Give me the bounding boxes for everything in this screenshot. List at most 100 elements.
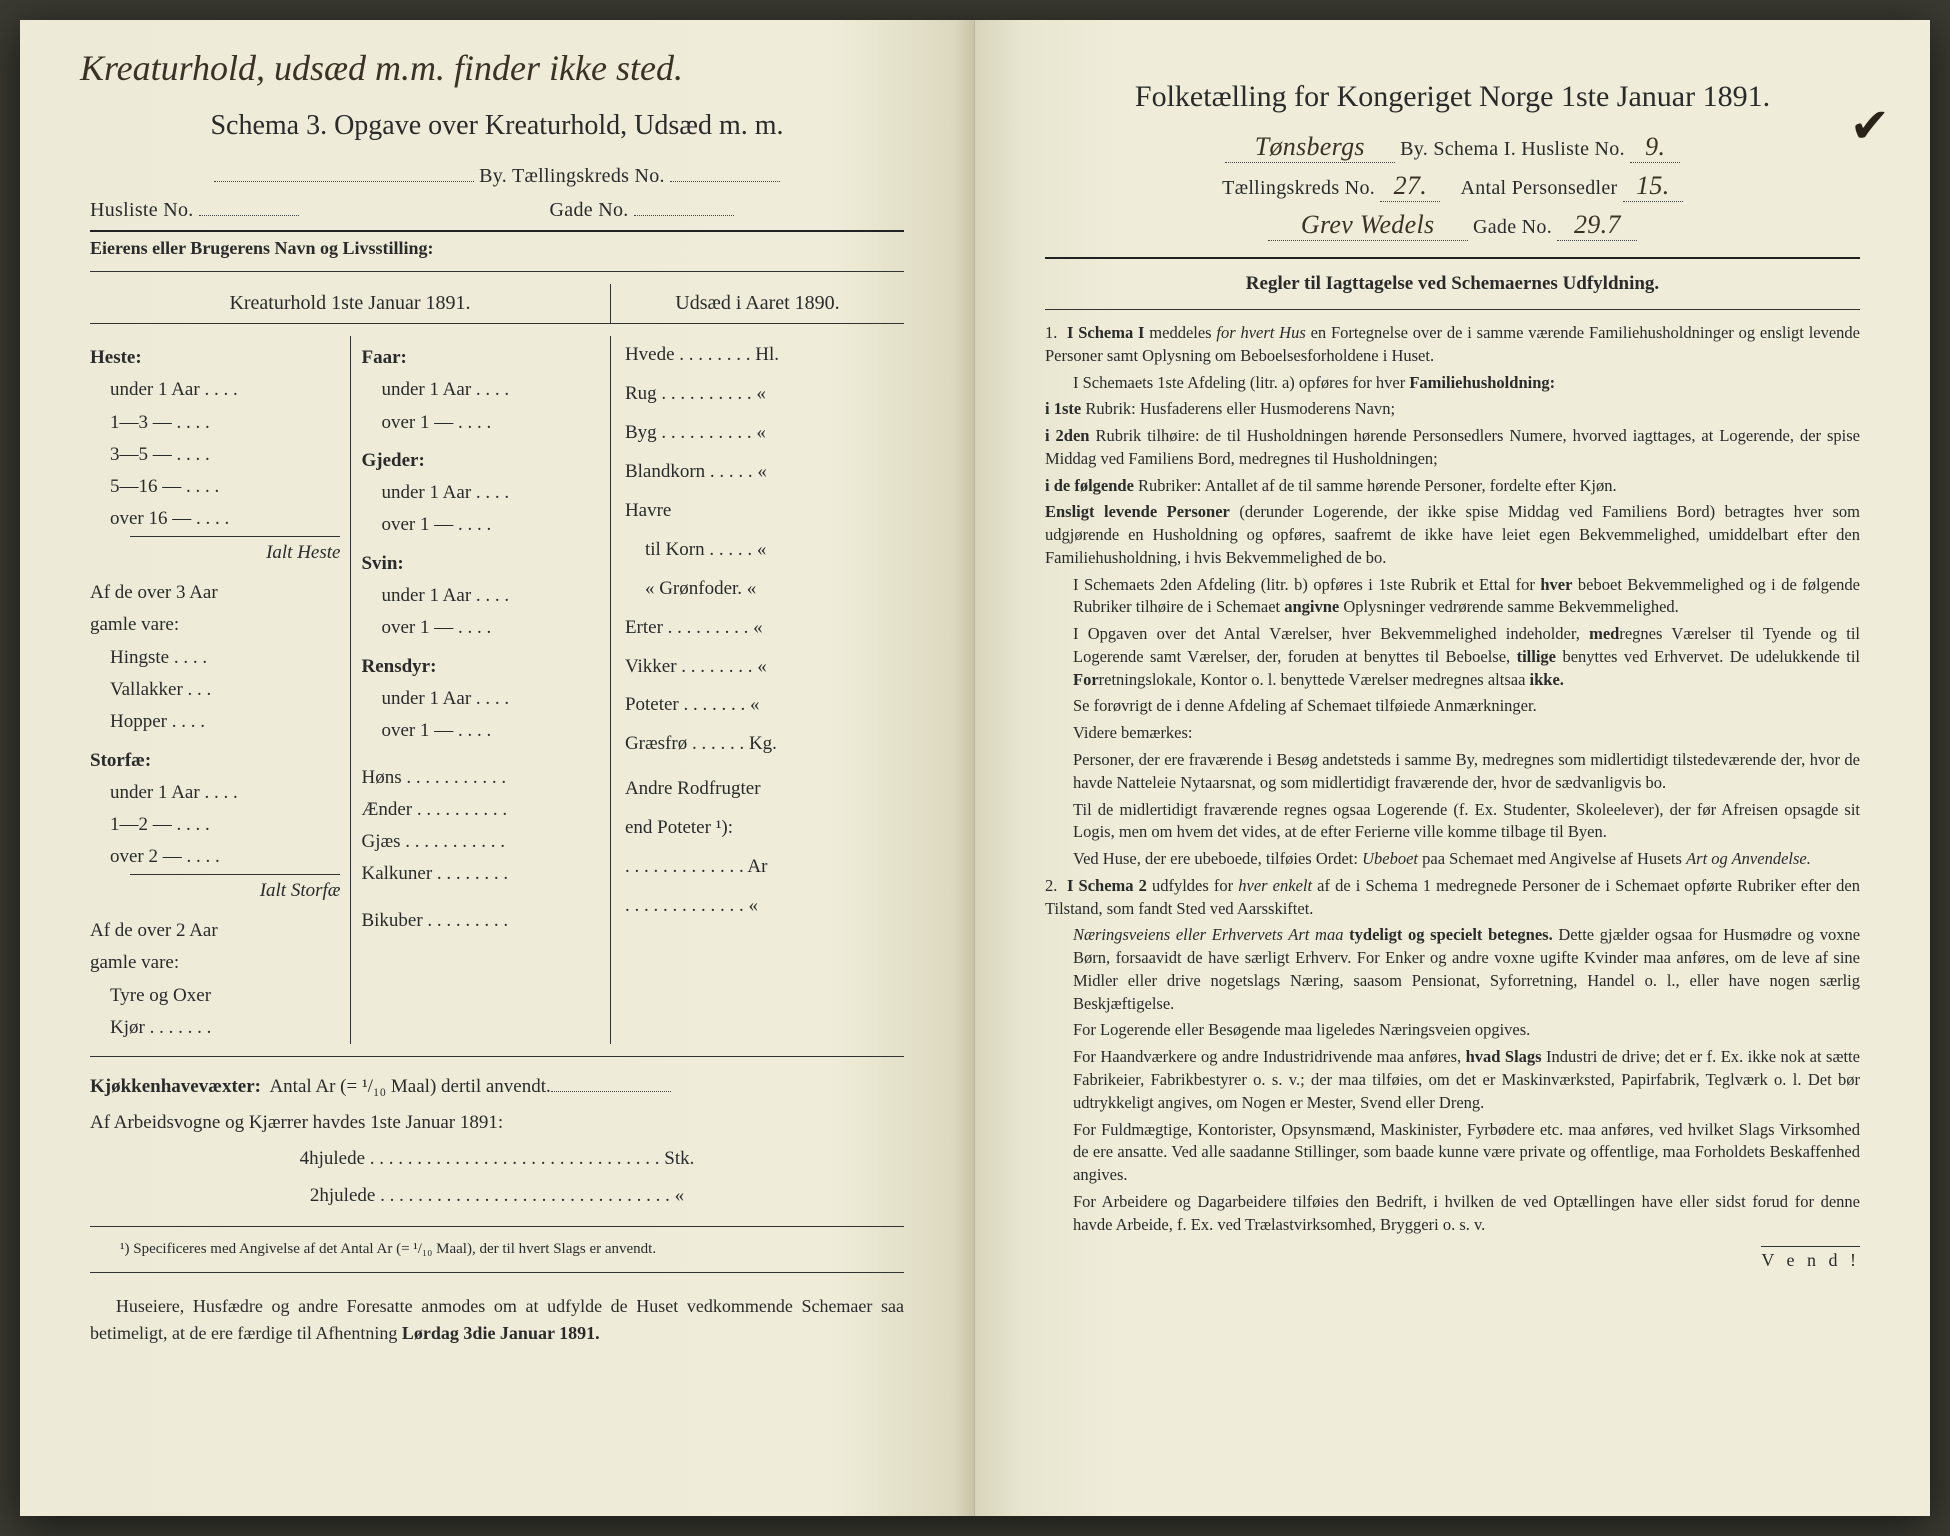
svin-row: over 1 — . . . . bbox=[361, 612, 599, 644]
gjeder-row: under 1 Aar . . . . bbox=[361, 477, 599, 509]
rules-title: Regler til Iagttagelse ved Schemaernes U… bbox=[1045, 273, 1860, 295]
rule-para: Næringsveiens eller Erhvervets Art maa t… bbox=[1045, 924, 1860, 1015]
column-c: Hvede . . . . . . . . Hl. Rug . . . . . … bbox=[611, 336, 904, 1044]
ialt-storfae: Ialt Storfæ bbox=[130, 874, 340, 907]
handwritten-note-top: Kreaturhold, udsæd m.m. finder ikke sted… bbox=[80, 50, 683, 86]
seed-row: Græsfrø . . . . . . Kg. bbox=[625, 725, 904, 764]
hons-row: Høns . . . . . . . . . . . bbox=[361, 762, 599, 794]
rule-para: For Haandværkere og andre Industridriven… bbox=[1045, 1046, 1860, 1114]
rule-para: Se forøvrigt de i denne Afdeling af Sche… bbox=[1045, 695, 1860, 718]
af2-label: Af de over 2 Aar bbox=[90, 915, 340, 947]
gjeder-row: over 1 — . . . . bbox=[361, 509, 599, 541]
rule-para: For Logerende eller Besøgende maa ligele… bbox=[1045, 1019, 1860, 1042]
rule-para: Ved Huse, der ere ubeboede, tilføies Ord… bbox=[1045, 848, 1860, 871]
rule-para: i 1ste Rubrik: Husfaderens eller Husmode… bbox=[1045, 398, 1860, 421]
kjokken-label: Kjøkkenhavevæxter: bbox=[90, 1076, 261, 1097]
tk-handwritten: 27. bbox=[1380, 171, 1440, 202]
kjokken-text: Antal Ar (= ¹/₁₀ Maal) dertil anvendt. bbox=[269, 1076, 550, 1097]
creature-table: Heste: under 1 Aar . . . . 1—3 — . . . .… bbox=[90, 336, 904, 1044]
schema3-title: Schema 3. Opgave over Kreaturhold, Udsæd… bbox=[90, 110, 904, 142]
rule-para: 1.I Schema I meddeles for hvert Hus en F… bbox=[1045, 322, 1860, 368]
bottom-lines: Kjøkkenhavevæxter: Antal Ar (= ¹/₁₀ Maal… bbox=[90, 1069, 904, 1213]
census-title: Folketælling for Kongeriget Norge 1ste J… bbox=[1045, 80, 1860, 114]
rensdyr-row: under 1 Aar . . . . bbox=[361, 683, 599, 715]
seed-row: . . . . . . . . . . . . . Ar bbox=[625, 848, 904, 887]
seed-row: Havre bbox=[625, 492, 904, 531]
rule-para: 2.I Schema 2 udfyldes for hver enkelt af… bbox=[1045, 875, 1860, 921]
rule-para: Personer, der ere fraværende i Besøg and… bbox=[1045, 749, 1860, 795]
gade-handwritten: Grev Wedels bbox=[1268, 210, 1468, 241]
svin-head: Svin: bbox=[361, 548, 599, 580]
rule-para: For Arbeidere og Dagarbeidere tilføies d… bbox=[1045, 1191, 1860, 1237]
rule-para: Ensligt levende Personer (derunder Loger… bbox=[1045, 501, 1860, 569]
rule-para: For Fuldmægtige, Kontorister, Opsynsmænd… bbox=[1045, 1119, 1860, 1187]
faar-row: under 1 Aar . . . . bbox=[361, 374, 599, 406]
seed-row: Andre Rodfrugter bbox=[625, 770, 904, 809]
book-spread: Kreaturhold, udsæd m.m. finder ikke sted… bbox=[20, 20, 1930, 1516]
column-a: Heste: under 1 Aar . . . . 1—3 — . . . .… bbox=[90, 336, 350, 1044]
rensdyr-row: over 1 — . . . . bbox=[361, 715, 599, 747]
gadeno-handwritten: 29.7 bbox=[1557, 210, 1637, 241]
rule-para: i 2den Rubrik tilhøire: de til Husholdni… bbox=[1045, 425, 1860, 471]
seed-row: Hvede . . . . . . . . Hl. bbox=[625, 336, 904, 375]
gjaes-row: Gjæs . . . . . . . . . . . bbox=[361, 826, 599, 858]
gamle-label2: gamle vare: bbox=[90, 947, 340, 979]
tk-label: Tællingskreds No. bbox=[1222, 177, 1375, 199]
heste-row: 3—5 — . . . . bbox=[90, 439, 340, 471]
antal-label: Antal Personsedler bbox=[1460, 177, 1617, 199]
footnote: ¹) Specificeres med Angivelse af det Ant… bbox=[90, 1239, 904, 1260]
left-page: Kreaturhold, udsæd m.m. finder ikke sted… bbox=[20, 20, 975, 1516]
rensdyr-head: Rensdyr: bbox=[361, 651, 599, 683]
husliste-handwritten: 9. bbox=[1630, 132, 1680, 163]
gade-line: Grev Wedels Gade No. 29.7 bbox=[1045, 210, 1860, 241]
aender-row: Ænder . . . . . . . . . . bbox=[361, 794, 599, 826]
husliste-line: Husliste No. Gade No. bbox=[90, 196, 904, 222]
seed-row: . . . . . . . . . . . . . « bbox=[625, 887, 904, 926]
husliste-label: Husliste No. bbox=[90, 199, 194, 221]
seed-row: Poteter . . . . . . . « bbox=[625, 686, 904, 725]
by-schema-label: By. Schema I. Husliste No. bbox=[1400, 138, 1625, 160]
col-head-udsaed: Udsæd i Aaret 1890. bbox=[611, 284, 904, 323]
fourhj-row: 4hjulede . . . . . . . . . . . . . . . .… bbox=[90, 1141, 904, 1177]
arbeidsvogne-label: Af Arbeidsvogne og Kjærrer havdes 1ste J… bbox=[90, 1105, 904, 1141]
seed-row: Blandkorn . . . . . « bbox=[625, 453, 904, 492]
closing-note: Huseiere, Husfædre og andre Foresatte an… bbox=[90, 1293, 904, 1347]
rule-para: I Schemaets 2den Afdeling (litr. b) opfø… bbox=[1045, 574, 1860, 620]
faar-row: over 1 — . . . . bbox=[361, 407, 599, 439]
checkmark-icon: ✔ bbox=[1850, 98, 1890, 154]
rules-body: 1.I Schema I meddeles for hvert Hus en F… bbox=[1045, 322, 1860, 1236]
storfae-row: 1—2 — . . . . bbox=[90, 809, 340, 841]
seed-row: Erter . . . . . . . . . « bbox=[625, 609, 904, 648]
storfae-head: Storfæ: bbox=[90, 745, 340, 777]
rule-para: Videre bemærkes: bbox=[1045, 722, 1860, 745]
by-handwritten: Tønsbergs bbox=[1225, 132, 1395, 163]
seed-row: end Poteter ¹): bbox=[625, 809, 904, 848]
heste-row: under 1 Aar . . . . bbox=[90, 374, 340, 406]
owner-label: Eierens eller Brugerens Navn og Livsstil… bbox=[90, 238, 904, 259]
gade-label: Gade No. bbox=[550, 199, 629, 221]
faar-head: Faar: bbox=[361, 342, 599, 374]
heste-head: Heste: bbox=[90, 342, 340, 374]
by-label: By. Tællingskreds No. bbox=[479, 165, 665, 187]
kalkuner-row: Kalkuner . . . . . . . . bbox=[361, 858, 599, 890]
rule-para: I Schemaets 1ste Afdeling (litr. a) opfø… bbox=[1045, 372, 1860, 395]
tyre-row: Tyre og Oxer bbox=[90, 980, 340, 1012]
table-header-row: Kreaturhold 1ste Januar 1891. Udsæd i Aa… bbox=[90, 284, 904, 323]
heste-row: 1—3 — . . . . bbox=[90, 407, 340, 439]
seed-row: Byg . . . . . . . . . . « bbox=[625, 414, 904, 453]
tk-line: Tællingskreds No. 27. Antal Personsedler… bbox=[1045, 171, 1860, 202]
kjor-row: Kjør . . . . . . . bbox=[90, 1012, 340, 1044]
af3-label: Af de over 3 Aar bbox=[90, 577, 340, 609]
hopper-row: Hopper . . . . bbox=[90, 706, 340, 738]
gadeno-label: Gade No. bbox=[1473, 216, 1552, 238]
vend-label: V e n d ! bbox=[1761, 1246, 1860, 1271]
col-head-kreatur: Kreaturhold 1ste Januar 1891. bbox=[90, 284, 611, 323]
ialt-heste: Ialt Heste bbox=[130, 536, 340, 569]
right-page: ✔ Folketælling for Kongeriget Norge 1ste… bbox=[975, 20, 1930, 1516]
vallakker-row: Vallakker . . . bbox=[90, 674, 340, 706]
storfae-row: over 2 — . . . . bbox=[90, 841, 340, 873]
rule-para: I Opgaven over det Antal Værelser, hver … bbox=[1045, 623, 1860, 691]
seed-row: Vikker . . . . . . . . « bbox=[625, 648, 904, 687]
seed-row: til Korn . . . . . « bbox=[625, 531, 904, 570]
heste-row: over 16 — . . . . bbox=[90, 503, 340, 535]
